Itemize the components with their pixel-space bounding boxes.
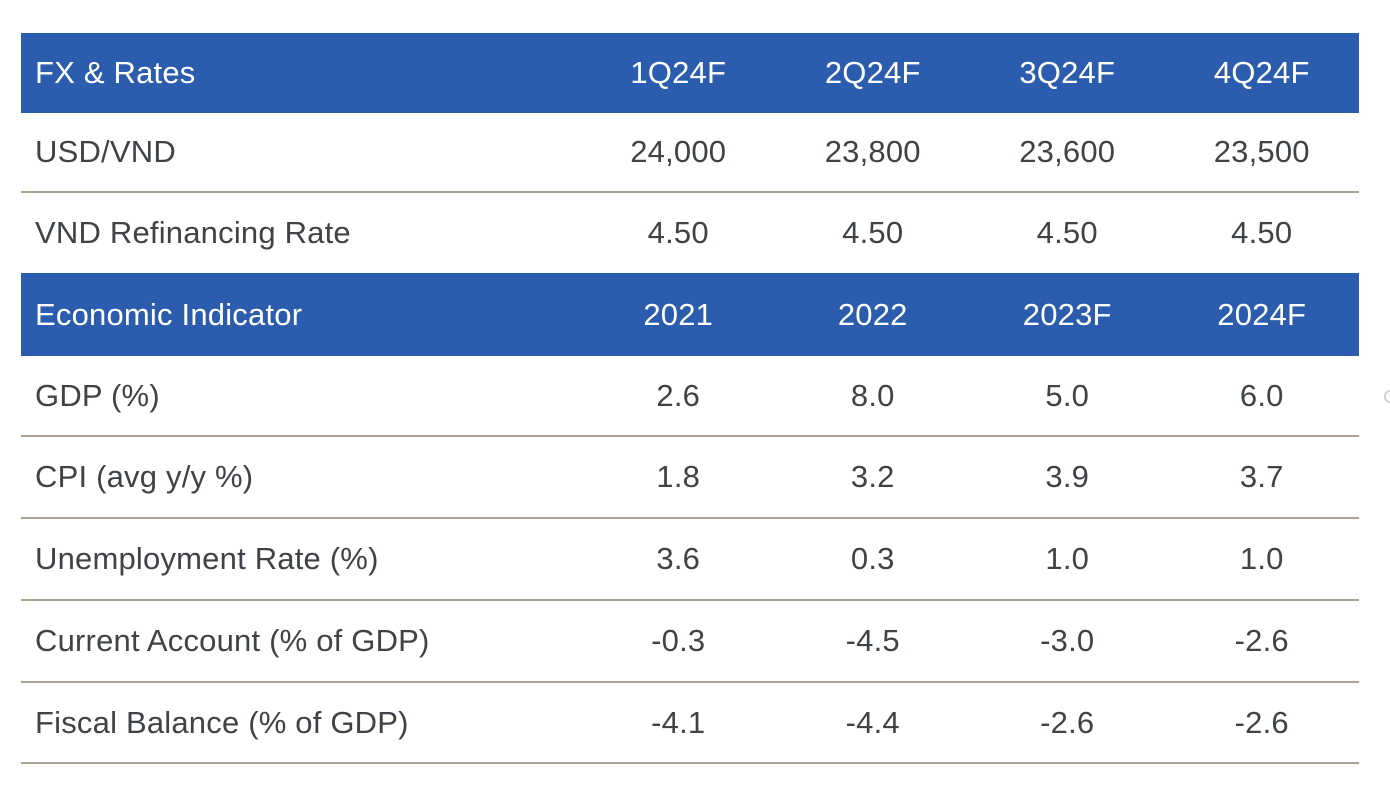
cell-value: 23,800 — [824, 134, 921, 169]
table-row-current-account: Current Account (% of GDP) -0.3 -4.5 -3.… — [21, 601, 1359, 683]
cell-value: 4.50 — [842, 215, 904, 250]
column-header-2021: 2021 — [643, 296, 714, 332]
cell-value: -4.5 — [845, 623, 900, 658]
table-row-gdp: GDP (%) 2.6 8.0 5.0 6.0 — [21, 356, 1359, 437]
cell-value: 1.0 — [1239, 541, 1284, 576]
cell-value: 6.0 — [1239, 377, 1284, 413]
cell-value: 3.7 — [1239, 459, 1284, 494]
cell-value: -0.3 — [651, 623, 706, 658]
cell-value: 24,000 — [630, 134, 727, 169]
column-header-2022: 2022 — [837, 296, 908, 332]
cell-value: 8.0 — [850, 377, 895, 413]
cropped-glyph-artifact — [1384, 390, 1390, 403]
cell-value: 0.3 — [850, 541, 895, 576]
cell-value: -3.0 — [1040, 623, 1095, 658]
cell-value: 2.6 — [656, 377, 701, 413]
cell-value: 3.6 — [656, 541, 701, 576]
row-label: USD/VND — [35, 134, 176, 169]
row-label: Current Account (% of GDP) — [35, 623, 430, 658]
economic-section-title: Economic Indicator — [35, 296, 303, 332]
table-row-usd-vnd: USD/VND 24,000 23,800 23,600 23,500 — [21, 113, 1359, 193]
cell-value: -4.1 — [651, 704, 706, 740]
row-label: Unemployment Rate (%) — [35, 541, 379, 576]
cell-value: 3.2 — [850, 459, 895, 494]
cell-value: 23,600 — [1019, 134, 1116, 169]
cell-value: 4.50 — [647, 215, 709, 250]
cell-value: 4.50 — [1036, 215, 1098, 250]
table-row-unemployment-rate: Unemployment Rate (%) 3.6 0.3 1.0 1.0 — [21, 519, 1359, 601]
cell-value: 3.9 — [1045, 459, 1090, 494]
forecast-table: FX & Rates 1Q24F 2Q24F 3Q24F 4Q24F USD/V… — [21, 33, 1359, 764]
table-row-cpi: CPI (avg y/y %) 1.8 3.2 3.9 3.7 — [21, 437, 1359, 519]
fx-rates-header-row: FX & Rates 1Q24F 2Q24F 3Q24F 4Q24F — [21, 33, 1359, 113]
column-header-2023f: 2023F — [1022, 296, 1112, 332]
row-label: VND Refinancing Rate — [35, 215, 351, 250]
column-header-1q24f: 1Q24F — [630, 55, 727, 90]
column-header-4q24f: 4Q24F — [1213, 55, 1310, 90]
column-header-3q24f: 3Q24F — [1019, 55, 1116, 90]
column-header-2q24f: 2Q24F — [824, 55, 921, 90]
table-row-vnd-refinancing-rate: VND Refinancing Rate 4.50 4.50 4.50 4.50 — [21, 193, 1359, 273]
column-header-2024f: 2024F — [1217, 296, 1307, 332]
cell-value: 23,500 — [1213, 134, 1310, 169]
cell-value: -4.4 — [845, 704, 900, 740]
cell-value: 4.50 — [1231, 215, 1293, 250]
cell-value: 1.0 — [1045, 541, 1090, 576]
row-label: CPI (avg y/y %) — [35, 459, 254, 494]
cell-value: -2.6 — [1040, 704, 1095, 740]
cell-value: -2.6 — [1234, 623, 1289, 658]
row-label: Fiscal Balance (% of GDP) — [35, 704, 409, 740]
fx-rates-section-title: FX & Rates — [35, 55, 196, 90]
cell-value: 1.8 — [656, 459, 701, 494]
economic-indicator-header-row: Economic Indicator 2021 2022 2023F 2024F — [21, 273, 1359, 356]
row-label: GDP (%) — [35, 377, 160, 413]
cell-value: 5.0 — [1045, 377, 1090, 413]
cell-value: -2.6 — [1234, 704, 1289, 740]
table-row-fiscal-balance: Fiscal Balance (% of GDP) -4.1 -4.4 -2.6… — [21, 683, 1359, 764]
